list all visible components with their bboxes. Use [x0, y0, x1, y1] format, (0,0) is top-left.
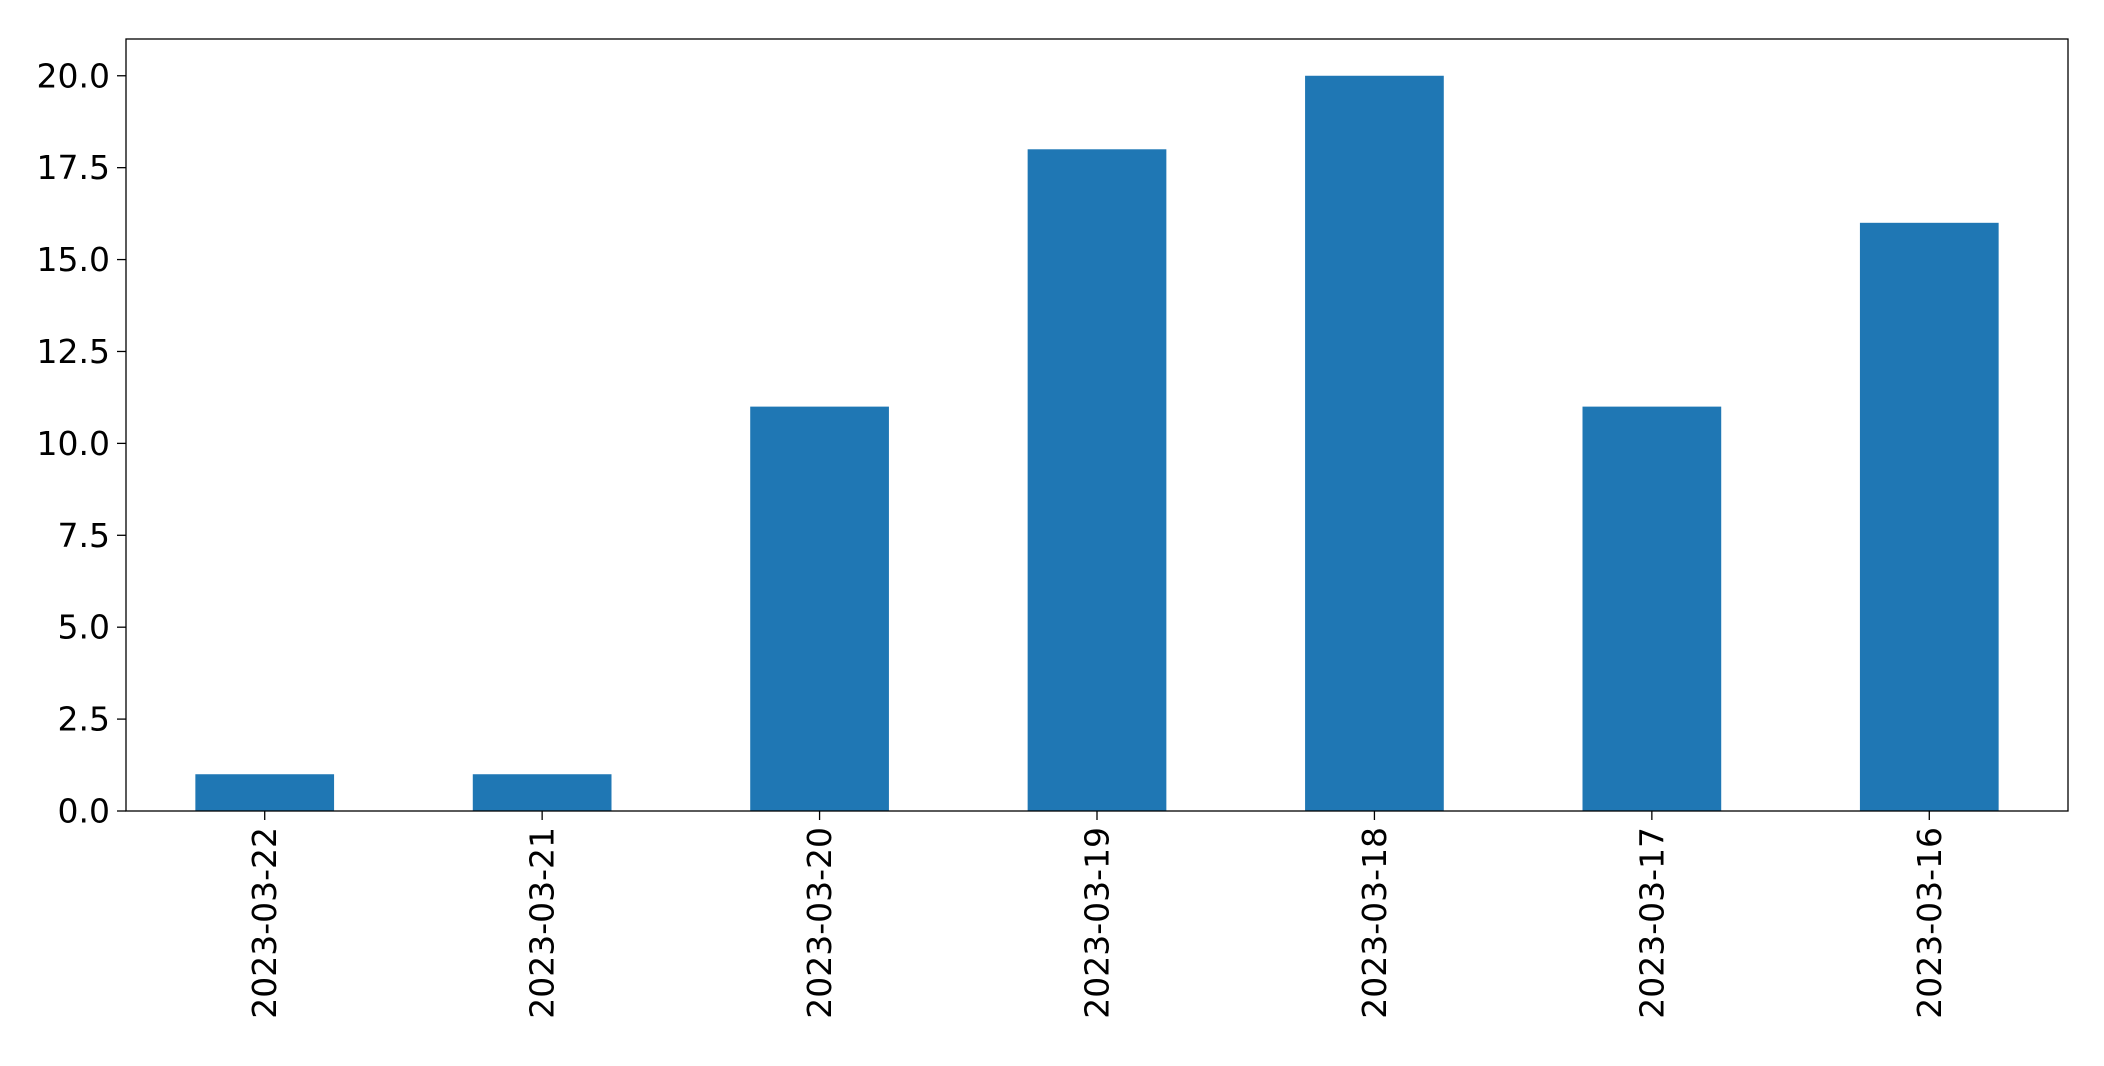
y-tick-label: 17.5	[37, 148, 110, 187]
bar-2023-03-20	[750, 406, 889, 811]
y-tick-label: 12.5	[37, 332, 110, 371]
bar-2023-03-21	[472, 774, 612, 811]
bar-2023-03-17	[1582, 406, 1722, 811]
y-tick-label: 5.0	[58, 608, 110, 647]
x-tick-label: 2023-03-21	[523, 827, 562, 1019]
bar-2023-03-19	[1027, 149, 1167, 812]
bar-2023-03-22	[195, 774, 335, 811]
x-tick-label: 2023-03-22	[245, 827, 284, 1019]
y-tick-label: 20.0	[37, 56, 110, 95]
y-tick-label: 10.0	[37, 424, 110, 463]
x-axis: 2023-03-22 2023-03-21 2023-03-20 2023-03-19…	[245, 811, 1949, 1019]
bars-group	[195, 75, 1999, 812]
y-tick-label: 7.5	[58, 516, 110, 555]
x-tick-label: 2023-03-20	[800, 827, 839, 1019]
x-tick-label: 2023-03-17	[1632, 827, 1671, 1019]
bar-2023-03-18	[1305, 75, 1444, 811]
x-tick-label: 2023-03-19	[1078, 827, 1117, 1019]
x-tick-label: 2023-03-18	[1355, 827, 1394, 1019]
y-tick-label: 15.0	[37, 240, 110, 279]
bar-2023-03-16	[1859, 222, 1999, 812]
y-tick-label: 2.5	[58, 700, 110, 739]
y-axis: 0.0 2.5 5.0 7.5 10.0 12.5 15.0 17.5 20.0	[37, 56, 126, 831]
y-tick-label: 0.0	[58, 792, 110, 831]
x-tick-label: 2023-03-16	[1910, 827, 1949, 1019]
